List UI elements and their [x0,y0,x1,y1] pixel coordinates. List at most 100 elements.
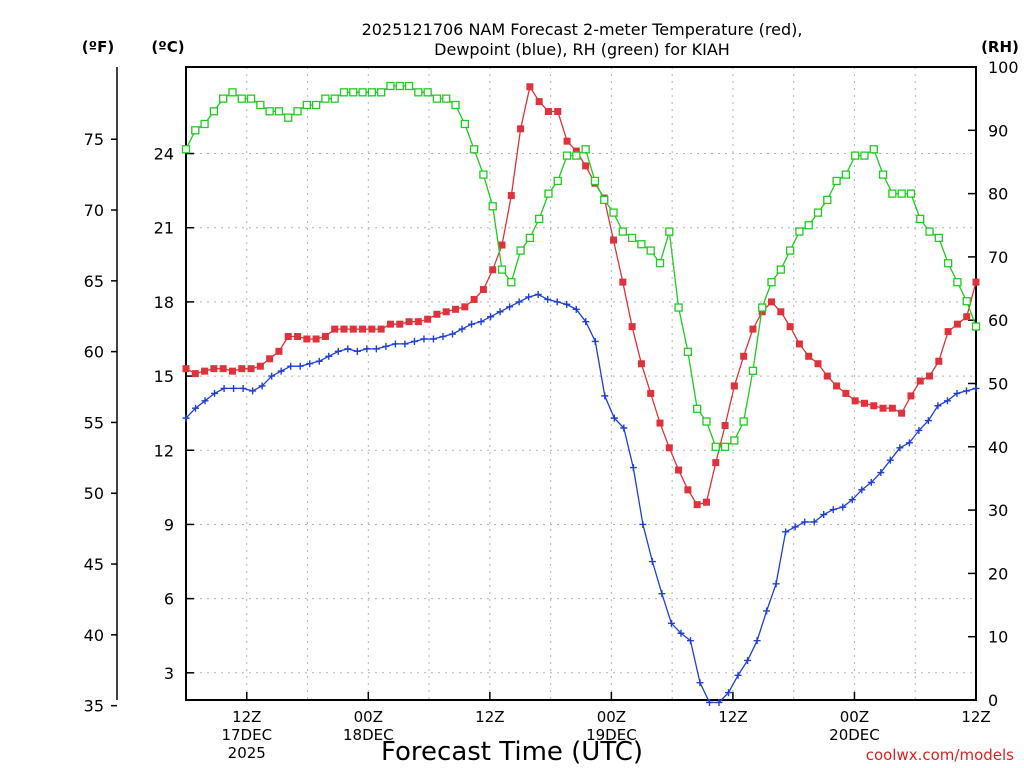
dewpoint-point [182,414,190,422]
rh-point [404,81,414,91]
dewpoint-point [401,340,409,348]
rh-point [804,221,813,230]
rh-tick-label: 40 [988,438,1008,457]
dewpoint-point [249,387,257,395]
dewpoint-point [639,520,647,528]
rh-point [209,107,219,116]
dewpoint-point [858,486,866,494]
temperature-point [795,340,803,348]
dewpoint-point [429,335,437,343]
dewpoint-point [601,392,609,400]
temperature-point [452,305,460,313]
dewpoint-point [201,397,209,405]
temperature-point [749,325,757,333]
rh-point [525,233,535,243]
rh-point [442,94,451,103]
rh-point [888,189,897,198]
rh-tick-label: 0 [988,691,998,710]
rh-point [488,202,497,211]
temperature-point [405,318,413,326]
rh-point [823,195,832,205]
temperature-point [331,325,339,333]
rh-point [395,81,404,91]
temperature-point [833,382,841,390]
rh-point [851,151,860,160]
rh-point [748,366,758,375]
dewpoint-point [325,352,333,360]
dewpoint-point [829,506,837,514]
rh-point [785,246,795,255]
dewpoint-point [553,298,561,306]
celsius-tick-label: 6 [164,590,174,609]
dewpoint-point [239,384,247,392]
rh-point [813,208,823,217]
axes-layer: 3 6 9 12 15 18 21 24 35 40 45 50 55 60 65 70 75 0 10 20 30 40… [84,58,1019,762]
x-tick-label: 00Z [840,708,869,726]
rh-point [878,170,888,179]
credit-label: coolwx.com/models [866,746,1014,764]
rh-point [832,176,841,186]
rh-point [637,240,646,249]
temperature-point [665,444,673,452]
rh-point [349,88,358,97]
temperature-point [210,365,218,373]
dewpoint-point [306,360,314,368]
x-tick-label: 17DEC [221,726,272,744]
dewpoint-point [658,590,666,598]
temperature-point [470,295,478,303]
dewpoint-point [753,637,761,645]
dewpoint-point [582,318,590,326]
dewpoint-point [715,698,723,706]
dewpoint-point [506,303,514,311]
x-tick-label: 00Z [597,708,626,726]
celsius-tick-label: 18 [154,293,174,312]
plot-frame [185,66,977,701]
temperature-point [926,372,934,380]
rh-point [702,417,711,426]
rh-point [600,195,609,205]
x-tick-label: 12Z [718,708,747,726]
rh-point [200,119,209,129]
fahrenheit-tick-label: 70 [84,201,104,220]
fahrenheit-tick-label: 55 [84,413,104,432]
dewpoint-point [363,345,371,353]
rh-point [971,322,981,331]
rh-point [962,297,971,306]
temperature-point [535,98,543,106]
rh-point [609,208,618,217]
temperature-point [935,357,943,365]
rh-point [321,94,330,103]
temperature-line [185,85,977,506]
temperature-point [442,308,450,316]
rh-series [181,81,981,451]
temperature-point [972,278,980,286]
dewpoint-point [230,384,238,392]
dewpoint-point [211,389,219,397]
celsius-tick-label: 15 [154,367,174,386]
dewpoint-point [534,290,542,298]
temperature-point [740,352,748,360]
rh-point [739,417,748,426]
temperature-point [637,360,645,368]
fahrenheit-tick-label: 60 [84,343,104,362]
rh-point [191,126,200,135]
temperature-point [386,320,394,328]
dewpoint-point [839,503,847,511]
rh-point [627,233,637,243]
dewpoint-point [496,308,504,316]
rh-point [795,227,804,236]
dewpoint-point [382,342,390,350]
rh-point [460,119,469,129]
dewpoint-point [896,444,904,452]
rh-point [906,189,916,198]
temperature-point [628,323,636,331]
dewpoint-point [791,523,799,531]
dewpoint-point [877,469,885,477]
rh-point [469,145,479,154]
rh-point [516,246,525,255]
rh-point [246,94,256,103]
dewpoint-point [525,293,533,301]
rh-tick-label: 20 [988,564,1008,583]
dewpoint-point [544,295,552,303]
rh-point [767,278,776,287]
